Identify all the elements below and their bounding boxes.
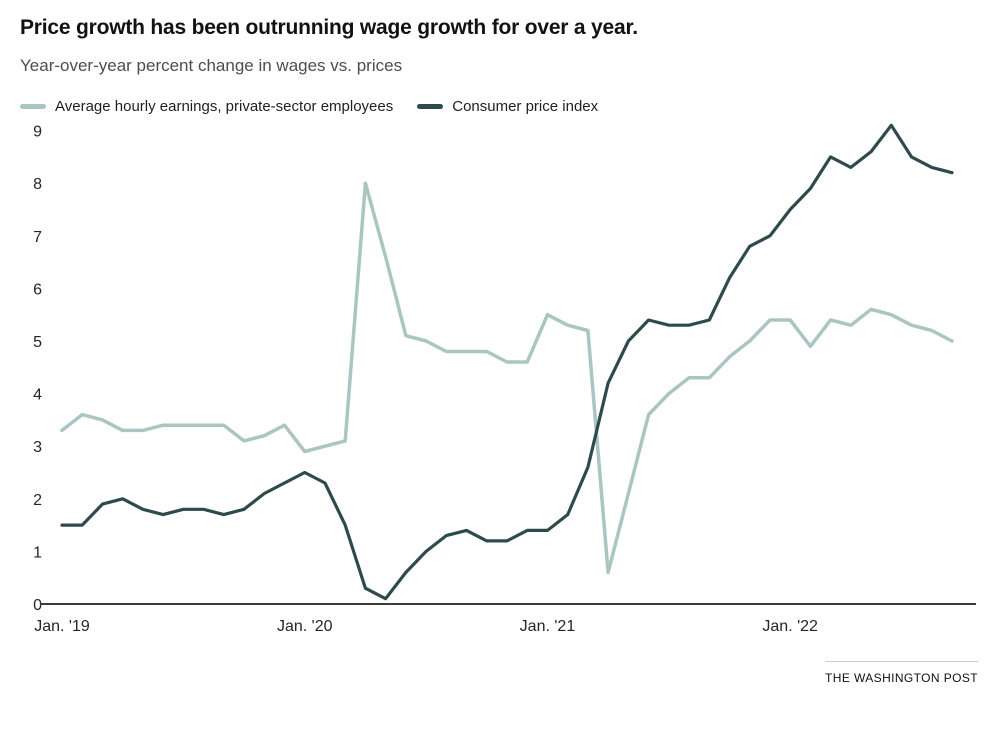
x-axis-tick-label: Jan. '19 xyxy=(34,618,90,635)
legend-item-wages: Average hourly earnings, private-sector … xyxy=(20,98,393,115)
legend-label-wages: Average hourly earnings, private-sector … xyxy=(55,98,394,115)
footer: THE WASHINGTON POST xyxy=(825,661,978,687)
y-axis-tick-label: 0 xyxy=(33,597,42,614)
cpi-line-swatch-icon xyxy=(417,104,444,109)
x-axis-tick-label: Jan. '22 xyxy=(762,618,818,635)
cpi-series-line xyxy=(60,123,954,601)
legend: Average hourly earnings, private-sector … xyxy=(20,98,980,115)
page-title: Price growth has been outrunning wage gr… xyxy=(20,16,638,39)
y-axis-tick-label: 5 xyxy=(33,334,42,351)
chart-header: Price growth has been outrunning wage gr… xyxy=(0,0,1008,115)
wages-line-swatch-icon xyxy=(20,104,46,109)
source-credit: THE WASHINGTON POST xyxy=(825,671,978,685)
y-axis-tick-label: 3 xyxy=(33,439,42,456)
x-axis-tick-label: Jan. '20 xyxy=(277,618,333,635)
y-axis-tick-label: 7 xyxy=(33,229,42,246)
y-axis-tick-label: 4 xyxy=(33,387,42,404)
wages-series-line xyxy=(60,181,954,575)
chart-area: 0 1 2 3 4 5 6 7 8 9 Jan. '19 Jan. '20 Jan. '21 Jan. '… xyxy=(0,117,1008,659)
y-axis-tick-label: 1 xyxy=(33,544,42,561)
x-axis-tick-label: Jan. '21 xyxy=(520,618,576,635)
line-chart-canvas: 0 1 2 3 4 5 6 7 8 9 Jan. '19 Jan. '20 Jan. '21 Jan. '… xyxy=(33,123,976,635)
y-axis-tick-label: 6 xyxy=(33,281,42,298)
legend-label-cpi: Consumer price index xyxy=(452,98,599,115)
y-axis-tick-label: 2 xyxy=(33,492,42,509)
chart-subtitle: Year-over-year percent change in wages v… xyxy=(20,56,403,75)
legend-item-cpi: Consumer price index xyxy=(417,98,598,115)
y-axis-tick-label: 8 xyxy=(33,176,42,193)
y-axis-tick-label: 9 xyxy=(33,124,42,141)
